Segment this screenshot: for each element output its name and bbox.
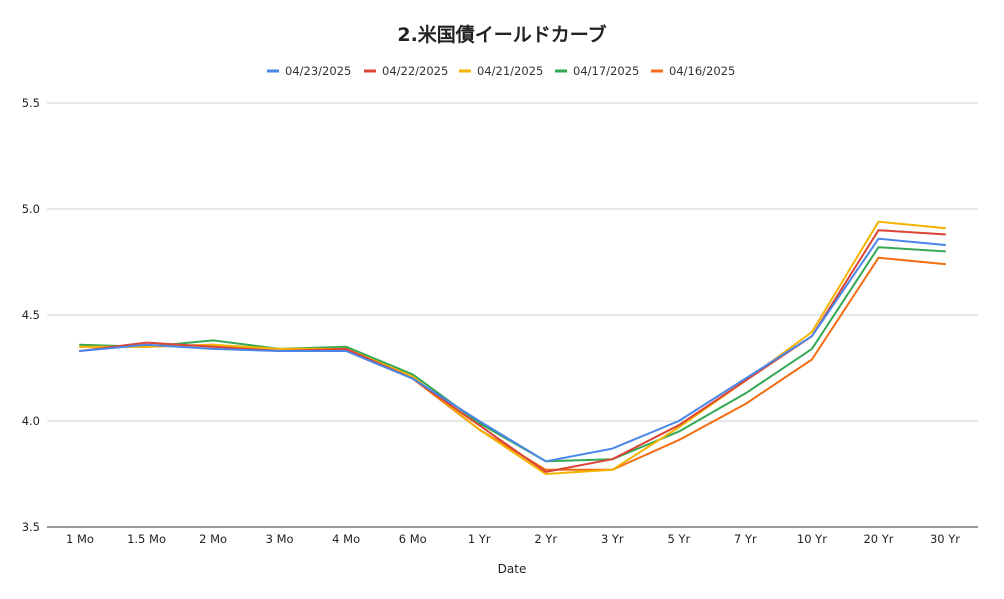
legend-label: 04/23/2025 xyxy=(285,64,351,78)
series-line[interactable] xyxy=(79,229,946,473)
y-axis-ticks: 3.5 4.0 4.5 5.0 5.5 xyxy=(22,96,40,534)
legend-item[interactable]: 04/17/2025 xyxy=(555,64,639,78)
legend-label: 04/17/2025 xyxy=(573,64,639,78)
y-tick-label: 5.5 xyxy=(22,96,40,110)
legend-label: 04/21/2025 xyxy=(477,64,543,78)
x-tick-label: 1 Mo xyxy=(66,532,94,546)
y-tick-label: 5.0 xyxy=(22,202,40,216)
y-tick-label: 4.5 xyxy=(22,308,40,322)
x-tick-label: 1.5 Mo xyxy=(127,532,166,546)
x-tick-label: 2 Yr xyxy=(534,532,557,546)
x-tick-label: 2 Mo xyxy=(199,532,227,546)
x-tick-label: 1 Yr xyxy=(468,532,491,546)
legend-label: 04/22/2025 xyxy=(382,64,448,78)
x-tick-label: 10 Yr xyxy=(797,532,827,546)
legend-item[interactable]: 04/22/2025 xyxy=(364,64,448,78)
series-line[interactable] xyxy=(79,237,946,463)
series-lines xyxy=(79,220,946,475)
x-tick-label: 3 Mo xyxy=(266,532,294,546)
y-tick-label: 3.5 xyxy=(22,520,40,534)
x-axis-label: Date xyxy=(498,562,527,576)
x-tick-label: 5 Yr xyxy=(667,532,690,546)
x-tick-label: 4 Mo xyxy=(332,532,360,546)
x-tick-label: 6 Mo xyxy=(399,532,427,546)
x-tick-label: 30 Yr xyxy=(930,532,960,546)
series-line[interactable] xyxy=(79,220,946,475)
legend-item[interactable]: 04/21/2025 xyxy=(459,64,543,78)
y-tick-label: 4.0 xyxy=(22,414,40,428)
chart-title: 2.米国債イールドカーブ xyxy=(397,23,606,46)
legend-item[interactable]: 04/16/2025 xyxy=(651,64,735,78)
x-tick-label: 3 Yr xyxy=(601,532,624,546)
legend-item[interactable]: 04/23/2025 xyxy=(267,64,351,78)
legend: 04/23/2025 04/22/2025 04/21/2025 04/17/2025… xyxy=(267,64,735,78)
x-tick-label: 7 Yr xyxy=(734,532,757,546)
gridlines xyxy=(47,102,978,528)
x-axis-ticks: 1 Mo 1.5 Mo 2 Mo 3 Mo 4 Mo 6 Mo 1 Yr 2 Yr 3 Yr 5 … xyxy=(66,532,960,546)
x-tick-label: 20 Yr xyxy=(863,532,893,546)
series-line[interactable] xyxy=(79,256,946,471)
legend-label: 04/16/2025 xyxy=(669,64,735,78)
